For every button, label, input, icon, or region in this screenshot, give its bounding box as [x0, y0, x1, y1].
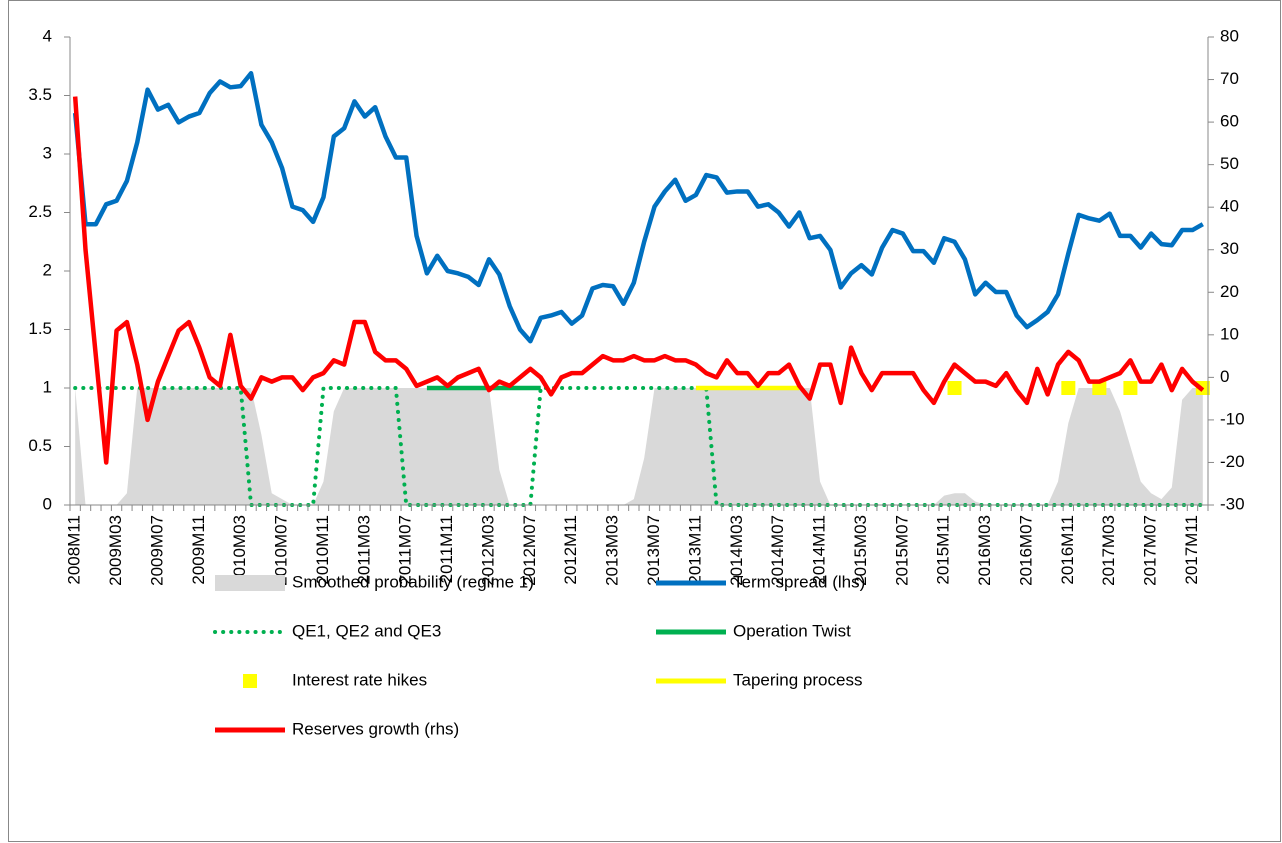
x-tick-label: 2009M11 [189, 515, 208, 585]
y2-tick-label: -20 [1220, 452, 1245, 471]
x-tick-label: 2009M07 [147, 515, 166, 586]
series-line [72, 71, 1204, 344]
x-tick-label: 2013M03 [603, 515, 622, 586]
legend-swatch [215, 575, 285, 591]
y-tick-label: 1 [43, 377, 52, 396]
legend: Smoothed probability (regime 1) Term spre… [213, 572, 865, 738]
x-tick-label: 2012M07 [520, 515, 539, 586]
legend-label: QE1, QE2 and QE3 [292, 621, 441, 640]
x-tick-label: 2008M11 [65, 515, 84, 585]
hike-marker [1092, 381, 1107, 395]
y2-tick-label: 10 [1220, 324, 1239, 343]
x-tick-label: 2010M07 [272, 515, 291, 586]
y2-tick-label: -10 [1220, 409, 1245, 428]
x-tick-label: 2016M07 [1016, 515, 1035, 586]
x-tick-label: 2015M07 [892, 515, 911, 586]
y2-tick-label: 20 [1220, 282, 1239, 301]
x-tick-label: 2014M07 [768, 515, 787, 586]
y-tick-label: 4 [43, 26, 52, 45]
x-tick-label: 2013M07 [644, 515, 663, 586]
x-tick-label: 2010M03 [230, 515, 249, 586]
hike-marker [947, 381, 962, 395]
legend-label: Term spread (lhs) [733, 572, 865, 591]
chart-frame [8, 0, 1281, 842]
x-tick-label: 2011M03 [354, 515, 373, 585]
y2-tick-label: 70 [1220, 69, 1239, 88]
x-tick-label: 2010M11 [313, 515, 332, 585]
y-tick-label: 0 [43, 494, 52, 513]
y-tick-label: 1.5 [28, 319, 52, 338]
legend-label: Tapering process [733, 670, 862, 689]
x-tick-label: 2011M11 [437, 515, 456, 583]
series-line [72, 96, 1205, 465]
x-tick-label: 2016M03 [975, 515, 994, 586]
probability-area [75, 388, 1203, 505]
y-tick-label: 2 [43, 260, 52, 279]
x-tick-label: 2014M11 [810, 515, 829, 585]
y-tick-label: 3.5 [28, 85, 52, 104]
y-tick-label: 2.5 [28, 202, 52, 221]
x-tick-label: 2012M03 [478, 515, 497, 586]
hike-marker [1123, 381, 1138, 395]
legend-label: Interest rate hikes [292, 670, 427, 689]
hike-marker [1061, 381, 1076, 395]
plot [72, 71, 1210, 507]
x-tick-label: 2016M11 [1058, 515, 1077, 585]
y2-tick-label: 30 [1220, 239, 1239, 258]
legend-label: Operation Twist [733, 621, 851, 640]
y2-tick-label: 40 [1220, 197, 1239, 216]
legend-swatch [243, 674, 257, 688]
x-tick-label: 2014M03 [727, 515, 746, 586]
x-tick-label: 2011M07 [396, 515, 415, 585]
y-tick-label: 3 [43, 143, 52, 162]
x-tick-label: 2017M03 [1099, 515, 1118, 586]
y2-tick-label: 60 [1220, 112, 1239, 131]
x-tick-label: 2012M11 [561, 515, 580, 585]
legend-label: Smoothed probability (regime 1) [292, 572, 534, 591]
y2-tick-label: 50 [1220, 154, 1239, 173]
x-tick-label: 2015M11 [934, 515, 953, 585]
y-tick-label: 0.5 [28, 436, 52, 455]
y2-tick-label: 80 [1220, 26, 1239, 45]
x-tick-label: 2017M11 [1182, 515, 1201, 585]
x-tick-label: 2009M03 [106, 515, 125, 586]
x-tick-label: 2013M11 [685, 515, 704, 585]
x-tick-label: 2017M07 [1141, 515, 1160, 586]
y2-tick-label: 0 [1220, 367, 1229, 386]
x-tick-label: 2015M03 [851, 515, 870, 586]
y2-tick-label: -30 [1220, 494, 1245, 513]
legend-label: Reserves growth (rhs) [292, 719, 459, 738]
